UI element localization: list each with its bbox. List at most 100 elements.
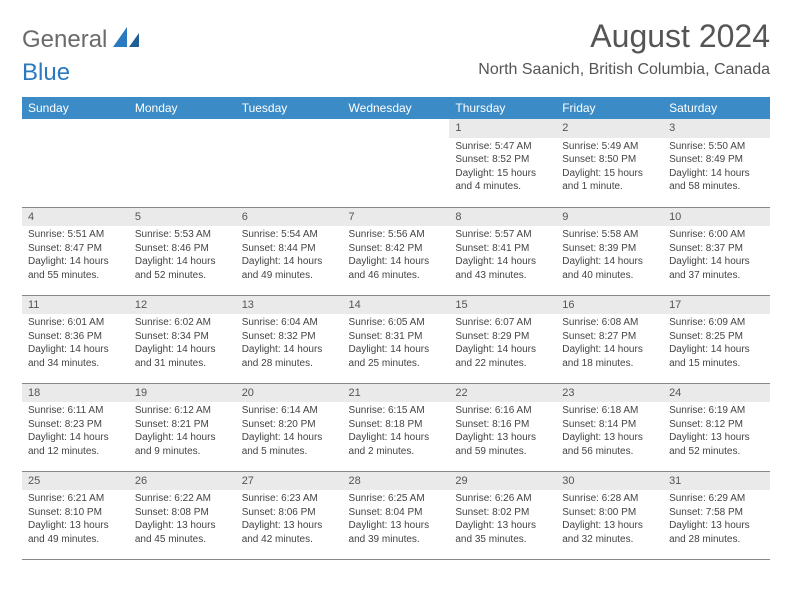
sunset-line: Sunset: 7:58 PM <box>669 506 764 520</box>
day-body: Sunrise: 6:25 AMSunset: 8:04 PMDaylight:… <box>343 490 450 550</box>
day-number: 1 <box>449 119 556 138</box>
daylight-line: Daylight: 14 hours and 22 minutes. <box>455 343 550 370</box>
day-number: 27 <box>236 472 343 491</box>
daylight-line: Daylight: 14 hours and 43 minutes. <box>455 255 550 282</box>
day-body: Sunrise: 6:01 AMSunset: 8:36 PMDaylight:… <box>22 314 129 374</box>
sunset-line: Sunset: 8:06 PM <box>242 506 337 520</box>
weekday-header: Monday <box>129 97 236 119</box>
sunrise-line: Sunrise: 5:56 AM <box>349 228 444 242</box>
day-number: 29 <box>449 472 556 491</box>
day-body: Sunrise: 6:07 AMSunset: 8:29 PMDaylight:… <box>449 314 556 374</box>
day-number: 19 <box>129 384 236 403</box>
sunrise-line: Sunrise: 6:21 AM <box>28 492 123 506</box>
calendar-cell: 28Sunrise: 6:25 AMSunset: 8:04 PMDayligh… <box>343 471 450 559</box>
day-number: 2 <box>556 119 663 138</box>
calendar-cell: 23Sunrise: 6:18 AMSunset: 8:14 PMDayligh… <box>556 383 663 471</box>
sunset-line: Sunset: 8:49 PM <box>669 153 764 167</box>
weekday-header: Sunday <box>22 97 129 119</box>
day-body: Sunrise: 6:23 AMSunset: 8:06 PMDaylight:… <box>236 490 343 550</box>
sunrise-line: Sunrise: 6:19 AM <box>669 404 764 418</box>
day-body: Sunrise: 6:19 AMSunset: 8:12 PMDaylight:… <box>663 402 770 462</box>
daylight-line: Daylight: 14 hours and 18 minutes. <box>562 343 657 370</box>
day-number: 20 <box>236 384 343 403</box>
calendar-cell: 20Sunrise: 6:14 AMSunset: 8:20 PMDayligh… <box>236 383 343 471</box>
day-body: Sunrise: 6:04 AMSunset: 8:32 PMDaylight:… <box>236 314 343 374</box>
day-number: 12 <box>129 296 236 315</box>
sunrise-line: Sunrise: 6:09 AM <box>669 316 764 330</box>
daylight-line: Daylight: 13 hours and 52 minutes. <box>669 431 764 458</box>
day-number: 17 <box>663 296 770 315</box>
sunset-line: Sunset: 8:21 PM <box>135 418 230 432</box>
day-body: Sunrise: 5:57 AMSunset: 8:41 PMDaylight:… <box>449 226 556 286</box>
day-body: Sunrise: 6:15 AMSunset: 8:18 PMDaylight:… <box>343 402 450 462</box>
sunrise-line: Sunrise: 5:54 AM <box>242 228 337 242</box>
day-number: 23 <box>556 384 663 403</box>
sunset-line: Sunset: 8:52 PM <box>455 153 550 167</box>
day-number: 16 <box>556 296 663 315</box>
daylight-line: Daylight: 13 hours and 35 minutes. <box>455 519 550 546</box>
sunrise-line: Sunrise: 6:23 AM <box>242 492 337 506</box>
day-body: Sunrise: 6:09 AMSunset: 8:25 PMDaylight:… <box>663 314 770 374</box>
daylight-line: Daylight: 14 hours and 28 minutes. <box>242 343 337 370</box>
daylight-line: Daylight: 14 hours and 25 minutes. <box>349 343 444 370</box>
daylight-line: Daylight: 13 hours and 56 minutes. <box>562 431 657 458</box>
sunrise-line: Sunrise: 6:26 AM <box>455 492 550 506</box>
day-body: Sunrise: 5:49 AMSunset: 8:50 PMDaylight:… <box>556 138 663 198</box>
sunrise-line: Sunrise: 5:58 AM <box>562 228 657 242</box>
day-body: Sunrise: 6:28 AMSunset: 8:00 PMDaylight:… <box>556 490 663 550</box>
daylight-line: Daylight: 14 hours and 52 minutes. <box>135 255 230 282</box>
day-body: Sunrise: 6:26 AMSunset: 8:02 PMDaylight:… <box>449 490 556 550</box>
calendar-cell: 17Sunrise: 6:09 AMSunset: 8:25 PMDayligh… <box>663 295 770 383</box>
day-body: Sunrise: 6:02 AMSunset: 8:34 PMDaylight:… <box>129 314 236 374</box>
calendar-cell <box>22 119 129 207</box>
weekday-header: Wednesday <box>343 97 450 119</box>
calendar-row: 25Sunrise: 6:21 AMSunset: 8:10 PMDayligh… <box>22 471 770 559</box>
sunrise-line: Sunrise: 6:05 AM <box>349 316 444 330</box>
sunset-line: Sunset: 8:46 PM <box>135 242 230 256</box>
daylight-line: Daylight: 13 hours and 32 minutes. <box>562 519 657 546</box>
month-title: August 2024 <box>478 18 770 55</box>
weekday-header: Tuesday <box>236 97 343 119</box>
calendar-cell: 27Sunrise: 6:23 AMSunset: 8:06 PMDayligh… <box>236 471 343 559</box>
day-body: Sunrise: 5:50 AMSunset: 8:49 PMDaylight:… <box>663 138 770 198</box>
day-body: Sunrise: 6:00 AMSunset: 8:37 PMDaylight:… <box>663 226 770 286</box>
daylight-line: Daylight: 13 hours and 28 minutes. <box>669 519 764 546</box>
calendar-cell: 10Sunrise: 6:00 AMSunset: 8:37 PMDayligh… <box>663 207 770 295</box>
calendar-cell: 30Sunrise: 6:28 AMSunset: 8:00 PMDayligh… <box>556 471 663 559</box>
sunrise-line: Sunrise: 6:04 AM <box>242 316 337 330</box>
daylight-line: Daylight: 13 hours and 45 minutes. <box>135 519 230 546</box>
day-number: 8 <box>449 208 556 227</box>
calendar-cell <box>343 119 450 207</box>
sunset-line: Sunset: 8:32 PM <box>242 330 337 344</box>
daylight-line: Daylight: 14 hours and 58 minutes. <box>669 167 764 194</box>
calendar-row: 11Sunrise: 6:01 AMSunset: 8:36 PMDayligh… <box>22 295 770 383</box>
sunrise-line: Sunrise: 5:47 AM <box>455 140 550 154</box>
daylight-line: Daylight: 14 hours and 55 minutes. <box>28 255 123 282</box>
daylight-line: Daylight: 14 hours and 34 minutes. <box>28 343 123 370</box>
day-body: Sunrise: 6:11 AMSunset: 8:23 PMDaylight:… <box>22 402 129 462</box>
day-number: 28 <box>343 472 450 491</box>
weekday-header: Friday <box>556 97 663 119</box>
daylight-line: Daylight: 15 hours and 1 minute. <box>562 167 657 194</box>
sunrise-line: Sunrise: 6:14 AM <box>242 404 337 418</box>
calendar-body: 1 Sunrise: 5:47 AMSunset: 8:52 PM Daylight… <box>22 119 770 559</box>
sunset-line: Sunset: 8:44 PM <box>242 242 337 256</box>
day-body <box>129 138 236 144</box>
sunrise-line: Sunrise: 5:50 AM <box>669 140 764 154</box>
sunset-line: Sunset: 8:41 PM <box>455 242 550 256</box>
day-number: 6 <box>236 208 343 227</box>
day-body: Sunrise: 6:14 AMSunset: 8:20 PMDaylight:… <box>236 402 343 462</box>
day-body: Sunrise: 6:16 AMSunset: 8:16 PMDaylight:… <box>449 402 556 462</box>
sunset-line: Sunset: 8:04 PM <box>349 506 444 520</box>
sunset-line: Sunset: 8:02 PM <box>455 506 550 520</box>
sunrise-line: Sunrise: 6:16 AM <box>455 404 550 418</box>
sunset-line: Sunset: 8:50 PM <box>562 153 657 167</box>
sunset-line: Sunset: 8:08 PM <box>135 506 230 520</box>
logo-text-blue: Blue <box>22 59 70 87</box>
calendar-cell: 24Sunrise: 6:19 AMSunset: 8:12 PMDayligh… <box>663 383 770 471</box>
calendar-row: 18Sunrise: 6:11 AMSunset: 8:23 PMDayligh… <box>22 383 770 471</box>
calendar-cell: 4Sunrise: 5:51 AMSunset: 8:47 PMDaylight… <box>22 207 129 295</box>
calendar-cell: 3Sunrise: 5:50 AMSunset: 8:49 PMDaylight… <box>663 119 770 207</box>
daylight-line: Daylight: 14 hours and 49 minutes. <box>242 255 337 282</box>
sunset-line: Sunset: 8:37 PM <box>669 242 764 256</box>
